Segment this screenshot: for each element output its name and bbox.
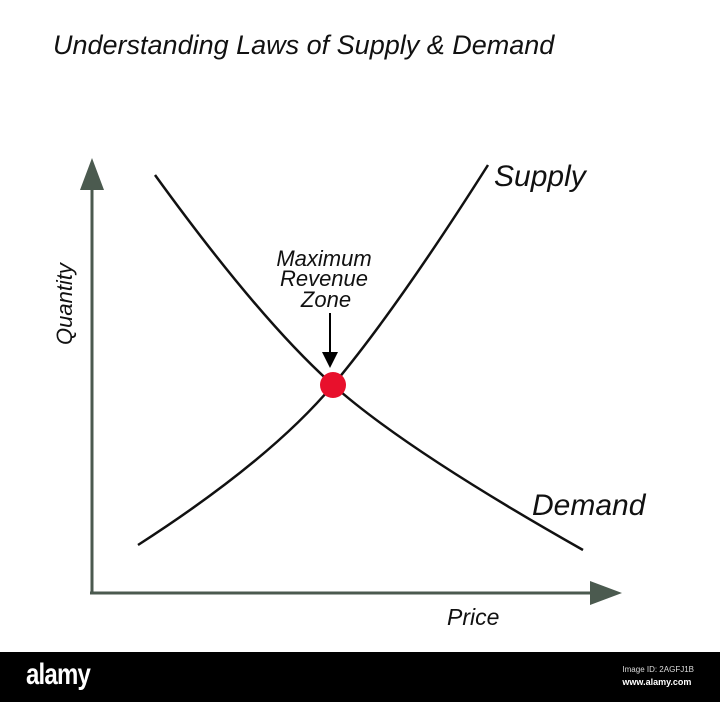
y-axis-label: Quantity (52, 261, 77, 345)
supply-label: Supply (494, 160, 588, 193)
alamy-logo: alamy (26, 658, 91, 691)
annotation-line: Maximum (276, 246, 371, 271)
watermark-footer: alamy Image ID: 2AGFJ1B www.alamy.com (0, 652, 720, 702)
title: Understanding Laws of Supply & Demand (53, 30, 555, 60)
demand-curve (153, 174, 584, 552)
demand-label: Demand (532, 489, 647, 522)
annotation: Maximum Revenue Zone (276, 246, 371, 312)
annotation-line: Zone (300, 287, 351, 312)
x-axis (90, 581, 622, 605)
annotation-line: Revenue (280, 266, 368, 291)
x-axis-label: Price (447, 604, 499, 630)
y-axis-arrow-icon (80, 158, 104, 190)
y-axis (80, 158, 104, 593)
image-meta: Image ID: 2AGFJ1B www.alamy.com (622, 664, 694, 688)
site-url[interactable]: www.alamy.com (622, 677, 692, 687)
equilibrium-marker (320, 372, 346, 398)
x-axis-arrow-icon (590, 581, 622, 605)
image-id: Image ID: 2AGFJ1B (622, 665, 694, 674)
